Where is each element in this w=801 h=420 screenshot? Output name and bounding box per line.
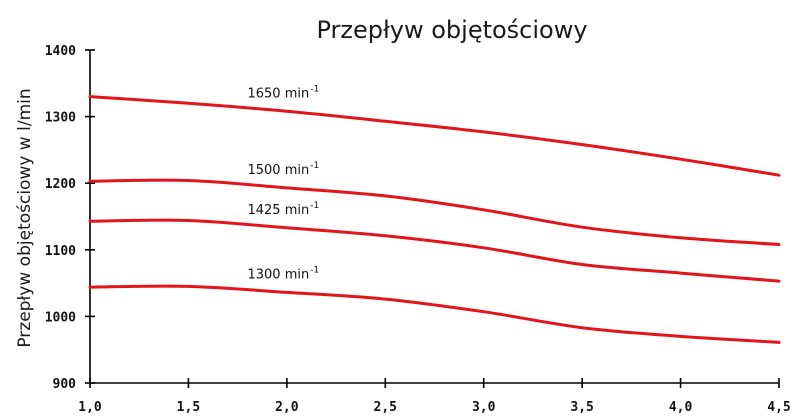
x-tick-label: 2,5 bbox=[374, 400, 397, 415]
series-label-superscript: -1 bbox=[310, 201, 319, 211]
series-label-superscript: -1 bbox=[310, 84, 319, 94]
series-label: 1300 min bbox=[247, 267, 309, 282]
axes: 900 1000 1100 1200 1300 1400 1,0 1,5 2,0 2,5 3,0 3,… bbox=[45, 44, 791, 415]
series-line bbox=[88, 95, 781, 177]
y-tick-label: 1400 bbox=[45, 44, 76, 59]
x-tick-label: 1,5 bbox=[177, 400, 200, 415]
series-label: 1425 min bbox=[247, 203, 309, 218]
x-tick-label: 3,5 bbox=[570, 400, 593, 415]
series-line bbox=[88, 218, 781, 283]
series-line bbox=[88, 178, 781, 246]
series-label-superscript: -1 bbox=[310, 161, 319, 171]
y-tick-label: 900 bbox=[53, 377, 77, 392]
series-line bbox=[88, 284, 781, 344]
y-tick-label: 1100 bbox=[45, 244, 76, 259]
series-label-superscript: -1 bbox=[310, 265, 319, 275]
series-label: 1500 min bbox=[247, 163, 309, 178]
series-lines bbox=[88, 95, 781, 344]
chart-title: Przepływ objętościowy bbox=[316, 16, 587, 44]
x-tick-label: 3,0 bbox=[472, 400, 496, 415]
y-tick-label: 1200 bbox=[45, 177, 76, 192]
y-axis-label: Przepływ objętościowy w l/min bbox=[15, 88, 35, 347]
y-tick-label: 1300 bbox=[45, 111, 76, 126]
x-tick-label: 2,0 bbox=[275, 400, 299, 415]
series-label: 1650 min bbox=[247, 86, 309, 101]
x-tick-label: 4,5 bbox=[767, 400, 790, 415]
x-tick-label: 1,0 bbox=[78, 400, 102, 415]
x-tick-label: 4,0 bbox=[669, 400, 693, 415]
y-tick-label: 1000 bbox=[45, 310, 76, 325]
